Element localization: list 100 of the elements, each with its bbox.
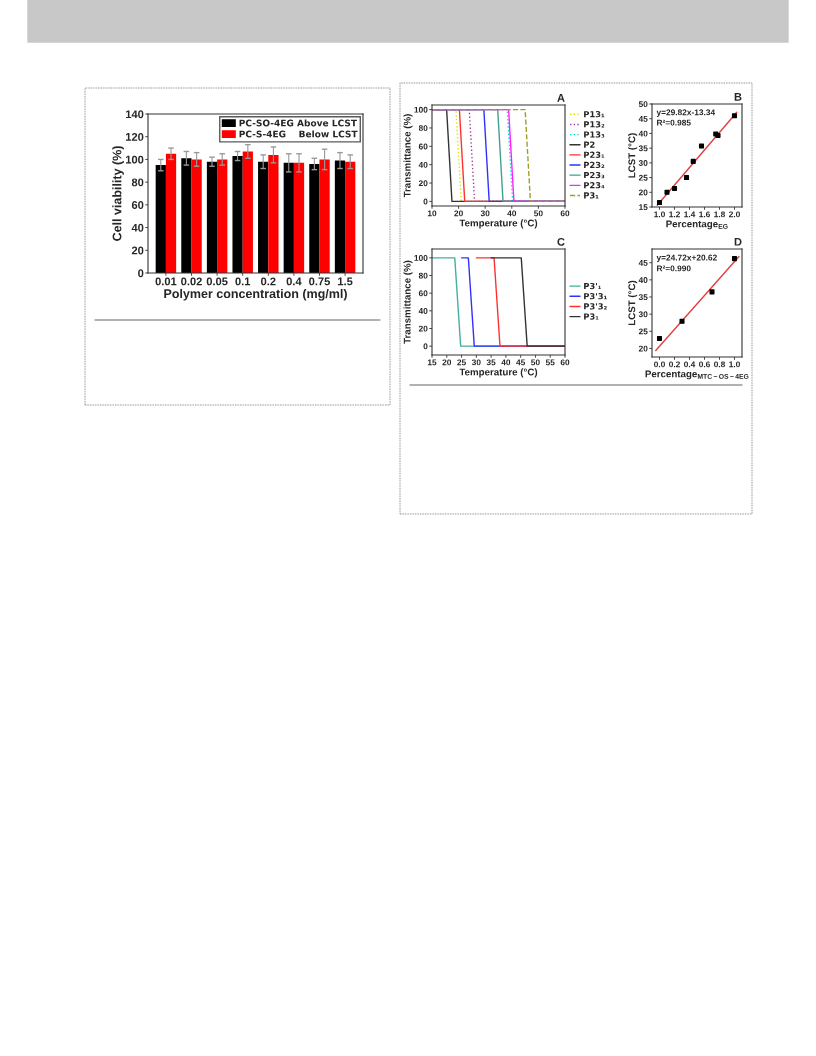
x-tick-label: 1.5 <box>338 277 353 286</box>
x-tick-label: 0.02 <box>181 277 202 286</box>
y-tick-label: 25 <box>638 328 648 335</box>
x-tick-label: 1.2 <box>669 211 680 218</box>
point <box>690 158 696 164</box>
x-tick-label: 25 <box>457 359 466 366</box>
x-tick-label: 20 <box>442 359 452 366</box>
legend-label: P13₁ <box>584 111 605 118</box>
legend-label: PC-S-4EG Below LCST <box>239 130 358 138</box>
y-tick-label: 80 <box>418 272 428 279</box>
annotation: y=29.82x-13.34 <box>656 109 716 117</box>
x-tick-label: 50 <box>534 210 543 217</box>
bar <box>232 156 243 273</box>
text: P3₁ <box>584 313 599 320</box>
x-axis-title: Temperature (°C) <box>459 368 538 378</box>
bar <box>258 161 269 273</box>
x-tick-label: 0.01 <box>155 277 177 286</box>
y-tick-label: 60 <box>418 290 428 297</box>
bar <box>206 161 218 273</box>
point <box>731 113 738 119</box>
y-tick-label: 35 <box>638 294 648 301</box>
x-tick-label: 0.2 <box>261 277 276 286</box>
y-tick-label: 40 <box>418 161 428 168</box>
y-tick-label: 30 <box>638 311 648 318</box>
x-tick-label: 0.75 <box>309 277 330 286</box>
text: C <box>557 237 565 246</box>
x-tick-label: 40 <box>501 359 511 366</box>
x-axis-title: Percentage$_{EG}$ <box>666 220 728 230</box>
point <box>656 200 663 206</box>
y-axis-title: LCST (°C) <box>628 280 638 326</box>
y-axis-title: Cell viability (%) <box>112 146 124 241</box>
y-tick-label: 20 <box>418 325 428 332</box>
y-tick-label: 20 <box>418 180 428 187</box>
x-tick-label: 60 <box>560 210 570 217</box>
x-tick-label: 45 <box>516 359 526 366</box>
x-axis-title: Percentage$_{MTC−OS−4EG}$ <box>645 370 749 380</box>
y-tick-label: 140 <box>126 110 144 119</box>
x-tick-label: 55 <box>545 359 555 366</box>
y-tick-label: 60 <box>418 143 428 150</box>
y-tick-label: 50 <box>638 101 648 108</box>
y-tick-label: 30 <box>638 160 648 166</box>
text: B <box>734 93 742 101</box>
y-tick-label: 0 <box>423 198 428 205</box>
x-tick-label: 0.05 <box>206 277 228 286</box>
x-tick-label: 1.8 <box>714 211 726 218</box>
bar <box>309 163 320 273</box>
bar <box>191 159 202 273</box>
point <box>683 175 690 181</box>
annotation: R²=0.990 <box>657 265 691 272</box>
x-tick-label: 35 <box>486 359 496 366</box>
bar <box>155 165 166 273</box>
x-tick-label: 1.0 <box>729 361 740 368</box>
bar <box>283 162 294 273</box>
x-tick-label: 0.2 <box>669 361 680 368</box>
legend-label: P3₁ <box>584 192 599 199</box>
text: A <box>557 94 565 102</box>
y-tick-label: 15 <box>639 204 648 211</box>
bar <box>293 162 305 273</box>
y-tick-label: 40 <box>638 130 648 137</box>
y-tick-label: 40 <box>418 308 428 314</box>
point <box>664 189 670 195</box>
y-tick-label: 120 <box>126 132 144 141</box>
x-tick-label: 20 <box>454 210 463 217</box>
y-tick-label: 20 <box>638 189 648 196</box>
x-axis-title: Temperature (°C) <box>459 219 538 229</box>
x-tick-label: 1.6 <box>699 211 710 218</box>
point <box>679 318 685 324</box>
legend-label: P23₄ <box>584 182 605 189</box>
bar <box>242 151 253 273</box>
y-tick-label: 0 <box>138 269 144 278</box>
x-tick-label: 2.0 <box>729 211 740 218</box>
x-tick-label: 60 <box>560 359 570 366</box>
x-tick-label: 0.8 <box>714 361 726 368</box>
x-tick-label: 30 <box>480 210 490 217</box>
y-tick-label: 45 <box>638 260 648 266</box>
y-tick-label: 100 <box>414 255 428 261</box>
bar <box>268 154 279 273</box>
y-axis-title: Transmittance (%) <box>403 260 413 344</box>
annotation: y=24.72x+20.62 <box>656 254 717 263</box>
x-tick-label: 0.4 <box>286 277 302 286</box>
text: P3'3₁ <box>584 293 607 300</box>
legend-label: P2 <box>584 141 595 148</box>
bar <box>334 160 346 273</box>
x-tick-label: 50 <box>531 359 540 366</box>
x-tick-label: 0.6 <box>699 361 710 368</box>
x-tick-label: 1.4 <box>684 211 696 218</box>
bar <box>165 153 177 273</box>
point <box>671 185 678 191</box>
point <box>709 289 715 295</box>
x-tick-label: 40 <box>507 210 517 217</box>
bar <box>181 158 192 273</box>
y-tick-label: 35 <box>638 145 648 152</box>
y-tick-label: 0 <box>423 343 428 350</box>
y-axis-title: Transmittance (%) <box>403 114 413 198</box>
x-tick-label: 0.4 <box>684 361 696 368</box>
y-tick-label: 20 <box>638 345 648 352</box>
annotation: R²=0.985 <box>657 119 691 126</box>
x-tick-label: 30 <box>471 359 481 366</box>
text: P3'3₂ <box>584 303 607 310</box>
bar <box>319 159 330 273</box>
